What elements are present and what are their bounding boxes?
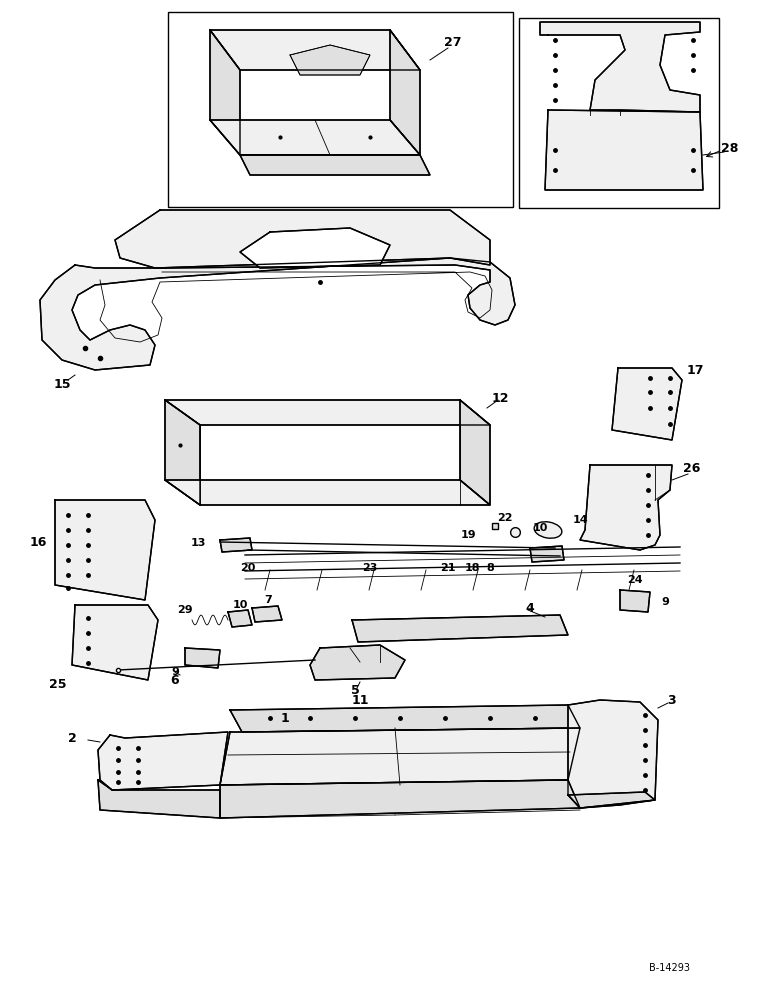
Text: B-14293: B-14293 [649, 963, 690, 973]
Polygon shape [185, 648, 220, 668]
Polygon shape [545, 110, 703, 190]
Text: 10: 10 [533, 523, 547, 533]
Text: 16: 16 [29, 536, 46, 548]
Polygon shape [165, 480, 490, 505]
Text: 23: 23 [362, 563, 378, 573]
Polygon shape [165, 400, 490, 425]
Text: 21: 21 [440, 563, 455, 573]
Text: 20: 20 [240, 563, 256, 573]
Text: 27: 27 [444, 35, 462, 48]
Polygon shape [220, 780, 580, 818]
Polygon shape [540, 22, 700, 112]
Polygon shape [210, 30, 240, 155]
Text: 4: 4 [526, 601, 534, 614]
Text: 26: 26 [683, 462, 701, 475]
Polygon shape [98, 780, 220, 818]
Bar [519, 18, 719, 208]
Text: 8: 8 [486, 563, 494, 573]
Polygon shape [40, 258, 515, 370]
Polygon shape [290, 45, 370, 75]
Ellipse shape [534, 522, 562, 538]
Text: 22: 22 [497, 513, 513, 523]
Text: 2: 2 [68, 732, 76, 744]
Polygon shape [55, 500, 155, 600]
Polygon shape [220, 728, 580, 785]
Polygon shape [390, 30, 420, 155]
Polygon shape [612, 368, 682, 440]
Text: 14: 14 [572, 515, 587, 525]
Text: 13: 13 [191, 538, 205, 548]
Polygon shape [352, 615, 568, 642]
Polygon shape [220, 538, 252, 552]
Polygon shape [240, 155, 430, 175]
Polygon shape [530, 546, 564, 562]
Text: 10: 10 [232, 600, 248, 610]
Text: 28: 28 [721, 141, 739, 154]
Polygon shape [165, 400, 200, 505]
Text: 24: 24 [627, 575, 643, 585]
Text: 29: 29 [178, 605, 193, 615]
Text: 12: 12 [491, 391, 509, 404]
Polygon shape [72, 605, 158, 680]
Text: 6: 6 [171, 674, 179, 686]
Polygon shape [115, 210, 490, 268]
Text: 19: 19 [460, 530, 476, 540]
Text: 9: 9 [171, 667, 179, 677]
Polygon shape [580, 465, 672, 550]
Polygon shape [240, 228, 390, 268]
Polygon shape [210, 30, 420, 70]
Polygon shape [310, 645, 405, 680]
Text: 25: 25 [49, 678, 66, 692]
Text: 1: 1 [281, 712, 290, 724]
Polygon shape [620, 590, 650, 612]
Text: 11: 11 [351, 694, 369, 706]
Text: 9: 9 [661, 597, 669, 607]
Polygon shape [568, 700, 658, 808]
Polygon shape [98, 732, 228, 790]
Bar [168, 12, 513, 207]
Polygon shape [230, 705, 580, 732]
Text: 17: 17 [686, 363, 704, 376]
Text: 3: 3 [668, 694, 676, 706]
Polygon shape [210, 120, 420, 155]
Text: 7: 7 [264, 595, 272, 605]
Polygon shape [460, 400, 490, 505]
Polygon shape [252, 606, 282, 622]
Polygon shape [568, 792, 655, 808]
Polygon shape [228, 610, 252, 627]
Text: 18: 18 [464, 563, 479, 573]
Text: 5: 5 [350, 684, 360, 696]
Text: 15: 15 [53, 378, 71, 391]
